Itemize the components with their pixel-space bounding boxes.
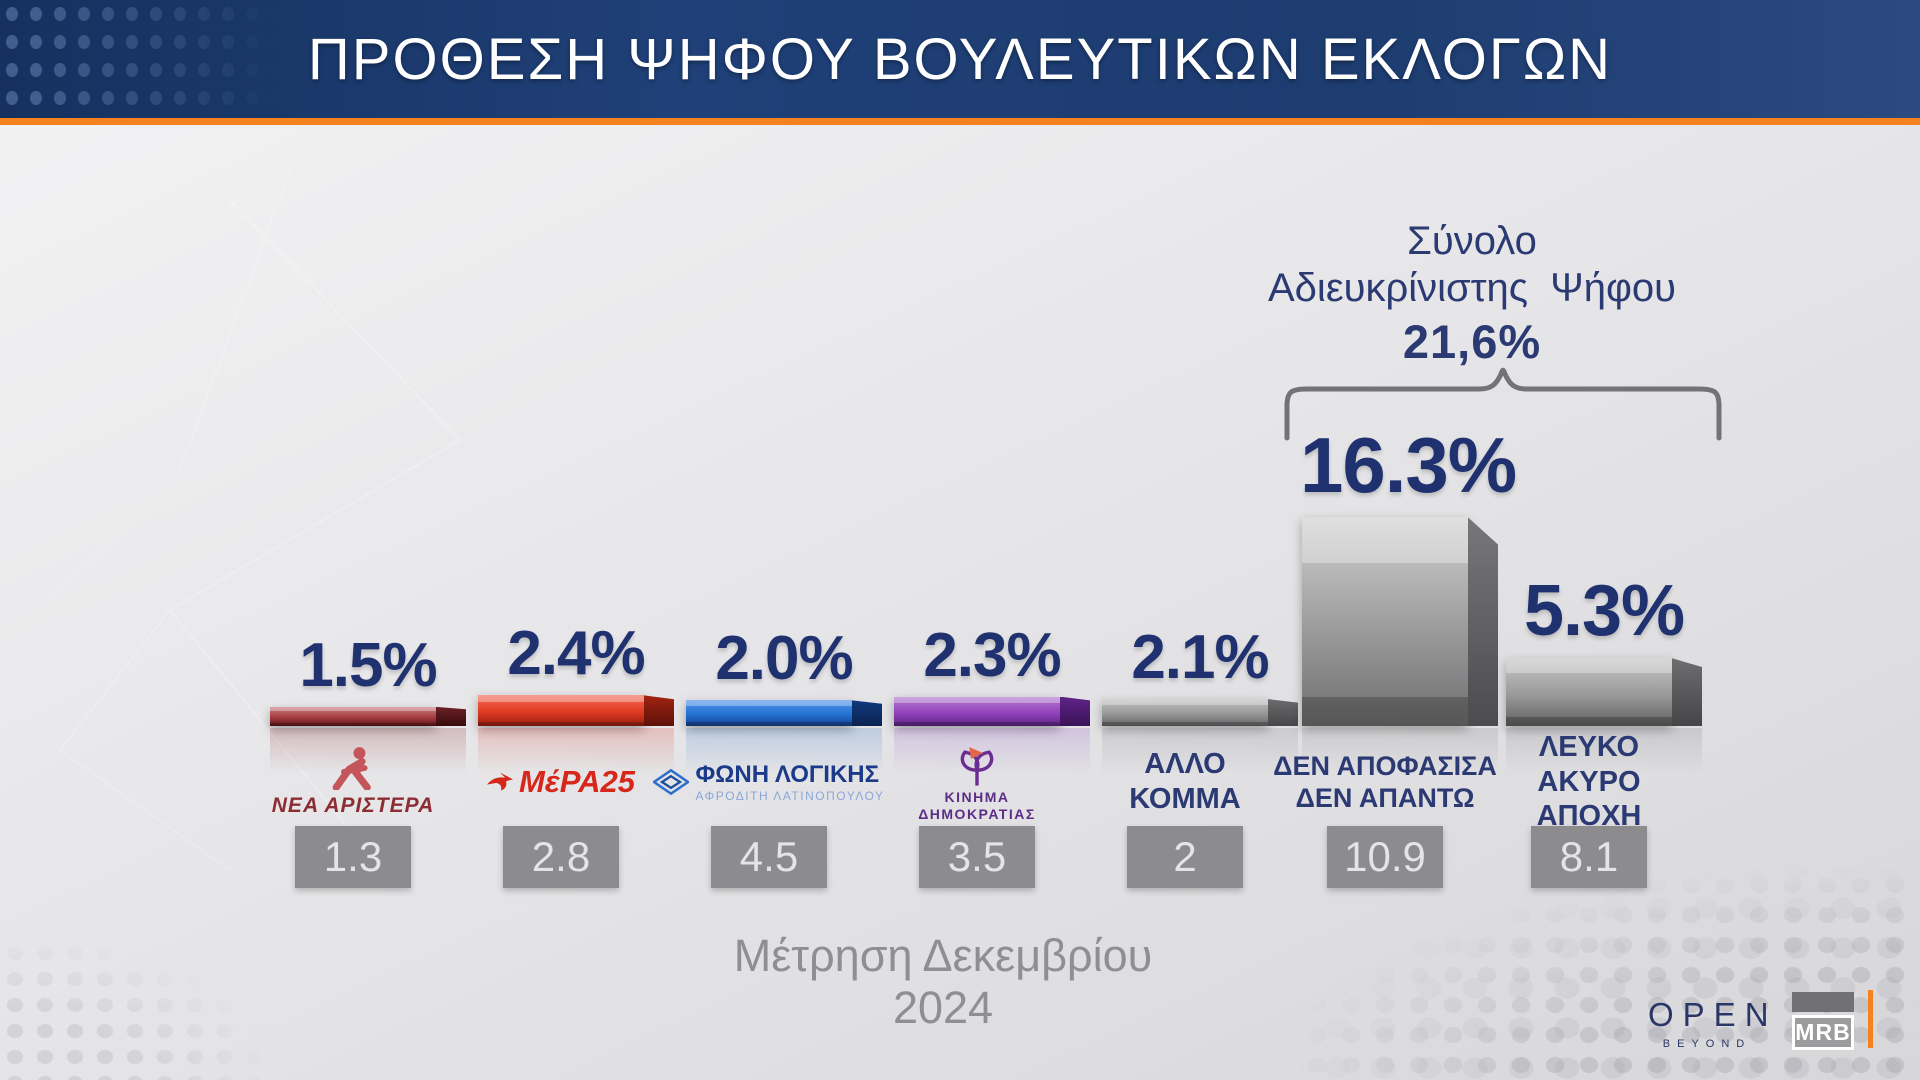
bar-reflection bbox=[894, 728, 1090, 774]
percentage-label: 2.0% bbox=[715, 624, 853, 694]
mrb-agency-logo: MRB bbox=[1792, 992, 1854, 1050]
gray-value-box: 1.3 bbox=[295, 826, 411, 888]
category-name: ΔΕΝ ΑΠΟΦΑΣΙΣΑ ΔΕΝ ΑΠΑΝΤΩ bbox=[1273, 750, 1497, 813]
percentage-label: 5.3% bbox=[1523, 571, 1685, 652]
bar-front-face bbox=[1302, 517, 1468, 726]
bar-side-face bbox=[1468, 517, 1498, 726]
gray-value-box: 3.5 bbox=[919, 826, 1035, 888]
bar-side-face bbox=[1268, 699, 1298, 726]
party-label: ΝΕΑ ΑΡΙΣΤΕΡΑ bbox=[268, 740, 438, 824]
gray-value-box: 8.1 bbox=[1531, 826, 1647, 888]
party-name: ΑΛΛΟ ΚΟΜΜΑ bbox=[1129, 748, 1241, 815]
bar-side-face bbox=[644, 695, 674, 726]
bar-front-face bbox=[686, 700, 852, 726]
measurement-note: Μέτρηση Δεκεμβρίου 2024 bbox=[733, 930, 1153, 1033]
bar-front-face bbox=[1102, 699, 1268, 726]
header-dots-pattern bbox=[0, 0, 300, 118]
runner-icon bbox=[332, 747, 371, 790]
bar-side-face bbox=[436, 706, 466, 726]
party-column-kinima-dimokratias: 2.3% ΚΙΝΗΜΑ ΔΗΜΟΚΡΑΤΙΑΣ 3.5 bbox=[892, 0, 1092, 1080]
bar-side-face bbox=[852, 700, 882, 726]
orange-accent-bar bbox=[1868, 990, 1873, 1048]
bar-front-face bbox=[1506, 658, 1672, 726]
party-label: ΦΩΝΗ ΛΟΓΙΚΗΣ ΑΦΡΟΔΙΤΗ ΛΑΤΙΝΟΠΟΥΛΟΥ bbox=[653, 740, 883, 824]
bar-reflection bbox=[478, 728, 674, 774]
annotation-line2: Αδιευκρίνιστης Ψήφου bbox=[1267, 266, 1677, 311]
percentage-label: 2.1% bbox=[1131, 623, 1269, 693]
bar-reflection bbox=[1302, 728, 1498, 774]
bar-front-face bbox=[270, 706, 436, 727]
bar-reflection bbox=[1506, 728, 1702, 774]
annotation-line1: Σύνολο bbox=[1407, 219, 1537, 263]
party-column-nea-aristera: 1.5% ΝΕΑ ΑΡΙΣΤΕΡΑ 1.3 bbox=[268, 0, 468, 1080]
party-column-allo-komma: 2.1% ΑΛΛΟ ΚΟΜΜΑ 2 bbox=[1100, 0, 1300, 1080]
gray-value-box: 2.8 bbox=[503, 826, 619, 888]
bottom-left-dots-pattern bbox=[0, 940, 260, 1080]
party-column-foni-logikis: 2.0% ΦΩΝΗ ΛΟΓΙΚΗΣ ΑΦΡΟΔΙΤΗ ΛΑΤΙΝΟΠΟΥΛΟΥ … bbox=[653, 0, 884, 1080]
party-label: ΜέΡΑ25 bbox=[476, 740, 646, 824]
undecided-total-annotation: Σύνολο Αδιευκρίνιστης Ψήφου 21,6% bbox=[1222, 218, 1722, 370]
open-logo-text: OPEN bbox=[1648, 996, 1778, 1033]
percentage-label: 2.4% bbox=[507, 619, 645, 689]
party-label: ΑΛΛΟ ΚΟΜΜΑ bbox=[1100, 740, 1270, 824]
bar-side-face bbox=[1672, 658, 1702, 726]
party-name: ΜέΡΑ25 bbox=[519, 764, 635, 799]
percentage-label: 1.5% bbox=[299, 630, 437, 700]
mrb-logo-bar bbox=[1792, 992, 1854, 1012]
party-name: ΝΕΑ ΑΡΙΣΤΕΡΑ bbox=[271, 794, 435, 817]
page-title: ΠΡΟΘΕΣΗ ΨΗΦΟΥ ΒΟΥΛΕΥΤΙΚΩΝ ΕΚΛΟΓΩΝ bbox=[307, 26, 1613, 92]
party-label: ΛΕΥΚΟ ΑΚΥΡΟ ΑΠΟΧΗ bbox=[1504, 731, 1674, 833]
party-name: ΚΙΝΗΜΑ ΔΗΜΟΚΡΑΤΙΑΣ bbox=[918, 788, 1036, 823]
nested-diamonds-icon bbox=[653, 769, 690, 795]
party-name: ΦΩΝΗ ΛΟΓΙΚΗΣ bbox=[695, 761, 880, 788]
gray-value-box: 10.9 bbox=[1327, 826, 1443, 888]
party-label: ΚΙΝΗΜΑ ΔΗΜΟΚΡΑΤΙΑΣ bbox=[892, 740, 1062, 824]
party-column-den-apofasisa: 16.3% ΔΕΝ ΑΠΟΦΑΣΙΣΑ ΔΕΝ ΑΠΑΝΤΩ 10.9 bbox=[1273, 0, 1517, 1080]
bar-front-face bbox=[478, 695, 644, 726]
party-column-leyko-akyro-apoxi: 5.3% ΛΕΥΚΟ ΑΚΥΡΟ ΑΠΟΧΗ 8.1 bbox=[1504, 0, 1704, 1080]
annotation-total-value: 21,6% bbox=[1402, 315, 1542, 369]
flower-icon bbox=[960, 746, 994, 786]
orange-divider bbox=[0, 118, 1920, 125]
swallow-icon bbox=[487, 772, 514, 791]
bar-reflection bbox=[270, 728, 466, 774]
party-column-mera25: 2.4% ΜέΡΑ25 2.8 bbox=[476, 0, 676, 1080]
mrb-logo-text: MRB bbox=[1792, 1015, 1854, 1050]
percentage-label: 2.3% bbox=[923, 620, 1061, 690]
bar-reflection bbox=[1102, 728, 1298, 774]
party-label: ΔΕΝ ΑΠΟΦΑΣΙΣΑ ΔΕΝ ΑΠΑΝΤΩ bbox=[1273, 740, 1497, 824]
category-name: ΛΕΥΚΟ ΑΚΥΡΟ ΑΠΟΧΗ bbox=[1536, 730, 1642, 833]
open-logo-tagline: BEYOND bbox=[1662, 1038, 1752, 1050]
party-subtitle: ΑΦΡΟΔΙΤΗ ΛΑΤΙΝΟΠΟΥΛΟΥ bbox=[695, 789, 885, 803]
gray-value-box: 4.5 bbox=[711, 826, 827, 888]
bar-side-face bbox=[1060, 696, 1090, 726]
open-channel-logo: OPEN BEYOND bbox=[1648, 996, 1778, 1050]
bar-front-face bbox=[894, 696, 1060, 727]
percentage-label: 16.3% bbox=[1300, 421, 1517, 510]
bar-reflection bbox=[686, 728, 882, 774]
header-band: ΠΡΟΘΕΣΗ ΨΗΦΟΥ ΒΟΥΛΕΥΤΙΚΩΝ ΕΚΛΟΓΩΝ bbox=[0, 0, 1920, 118]
gray-value-box: 2 bbox=[1127, 826, 1243, 888]
